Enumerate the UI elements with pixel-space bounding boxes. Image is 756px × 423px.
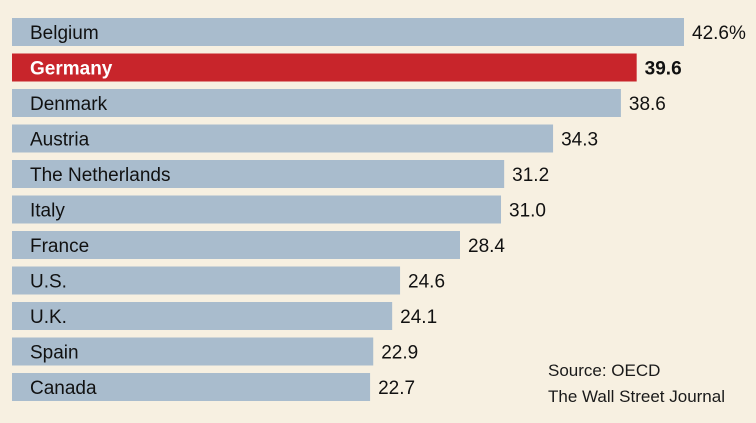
category-label: Austria [30,130,90,151]
bar-u-k- [12,302,393,330]
bar-canada [12,373,371,401]
bar-spain [12,337,374,366]
value-label: 39.6 [645,59,682,80]
value-label: 31.0 [509,201,546,222]
category-label: U.S. [30,272,67,293]
category-label: Denmark [30,94,108,115]
category-label: U.K. [30,307,67,328]
category-label: France [30,236,89,257]
value-label: 31.2 [512,165,549,186]
value-label: 38.6 [629,94,666,115]
value-label: 22.7 [378,378,415,399]
publisher-line: The Wall Street Journal [548,387,725,406]
bar-france [12,231,460,259]
category-label: Canada [30,378,97,399]
category-label: Belgium [30,23,99,44]
bar-italy [12,195,502,224]
category-label: The Netherlands [30,165,170,186]
category-label: Germany [30,59,113,80]
category-label: Italy [30,201,65,222]
value-label: 24.1 [400,307,437,328]
bar-austria [12,124,554,153]
source-line: Source: OECD [548,361,661,380]
value-label: 34.3 [561,130,598,151]
category-label: Spain [30,343,79,364]
source-note: Source: OECD The Wall Street Journal [548,358,725,410]
value-label: 28.4 [468,236,505,257]
value-label: 22.9 [381,343,418,364]
bar-belgium [12,18,684,46]
bar-germany [12,53,637,82]
bar-the-netherlands [12,160,505,188]
bar-denmark [12,89,621,117]
value-label: 24.6 [408,272,445,293]
value-label: 42.6% [692,23,746,44]
bar-u-s- [12,266,401,295]
